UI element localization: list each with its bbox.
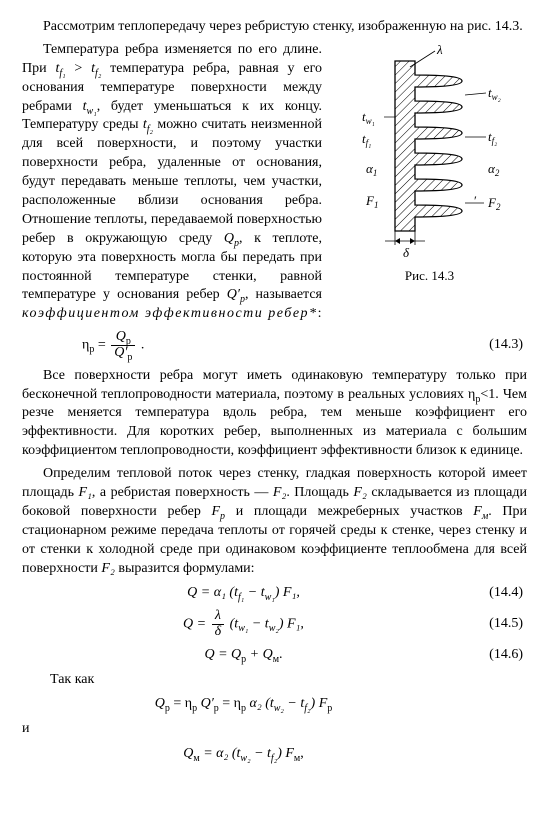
equation-14-5: Q = λ δ (tw₁ − tw₂) F₁, (14.5) bbox=[22, 609, 527, 639]
sym-F2b: F₂ bbox=[353, 485, 366, 500]
svg-text:tf₂: tf₂ bbox=[488, 129, 497, 146]
sym-Fp: Fр bbox=[211, 504, 225, 519]
text: , а ребристая поверхность — bbox=[92, 485, 273, 500]
sym-Fm: Fм bbox=[473, 504, 488, 519]
svg-text:δ: δ bbox=[403, 245, 410, 260]
paragraph-3: Все поверхности ребра могут иметь одинак… bbox=[22, 367, 527, 461]
text: Рассмотрим теплопередачу через ребристую… bbox=[43, 19, 523, 34]
eq-number: (14.5) bbox=[465, 615, 527, 634]
svg-text:α1: α1 bbox=[366, 161, 377, 178]
equation-14-6: Q = Qр + Qм. (14.6) bbox=[22, 646, 527, 665]
tak-kak: Так как bbox=[50, 671, 527, 690]
text: . Площадь bbox=[286, 485, 353, 500]
sym-tf2b: tf₂ bbox=[143, 117, 153, 132]
sym-Qpp: Q′р bbox=[227, 287, 245, 302]
equation-Qp: Qр = ηр Q′р = ηр α₂ (tw₂ − tf₂) Fр bbox=[22, 695, 527, 714]
equation-14-4: Q = α₁ (tf₁ − tw₁) F₁, (14.4) bbox=[22, 584, 527, 603]
text: можно считать неизменной для всей поверх… bbox=[22, 117, 322, 245]
term-efficiency: коэффициентом эффективности ребер* bbox=[22, 306, 318, 321]
paragraph-intro: Рассмотрим теплопередачу через ребристую… bbox=[22, 18, 527, 37]
text: , называется bbox=[245, 287, 322, 302]
sym-tf2: tf₂ bbox=[91, 61, 101, 76]
eq-number: (14.3) bbox=[465, 336, 527, 355]
sym-F2c: F₂ bbox=[101, 561, 114, 576]
equation-Qm: Qм = α₂ (tw₂ − tf₂) Fм, bbox=[22, 745, 527, 764]
svg-text:tw₁: tw₁ bbox=[362, 109, 375, 126]
figure-caption: Рис. 14.3 bbox=[332, 267, 527, 285]
sym-F1: F₁ bbox=[78, 485, 91, 500]
sym-tw1: tw₁ bbox=[83, 99, 97, 114]
equation-14-3: ηp = Qр Q′р . (14.3) bbox=[22, 330, 527, 360]
svg-text:F1: F1 bbox=[365, 193, 378, 210]
eq-number: (14.4) bbox=[465, 584, 527, 603]
text: : bbox=[318, 306, 322, 321]
eq-number: (14.6) bbox=[465, 646, 527, 665]
fraction: Qр Q′р bbox=[111, 330, 135, 360]
svg-text:λ: λ bbox=[436, 45, 443, 57]
text: выразится формулами: bbox=[115, 561, 255, 576]
svg-text:tf₁: tf₁ bbox=[362, 131, 371, 148]
text: Все поверхности ребра могут иметь одинак… bbox=[22, 368, 527, 402]
and: и bbox=[22, 720, 527, 739]
sym-Qp: Qр bbox=[224, 231, 239, 246]
fin-wall-diagram: δ λ tw₁ tf₁ α1 F1 tw₂ tf₂ α2 ′ F2 bbox=[340, 45, 520, 263]
text: и площади межреберных участков bbox=[225, 504, 473, 519]
sym-F2: F₂ bbox=[273, 485, 286, 500]
paragraph-4: Определим тепловой поток через стенку, г… bbox=[22, 465, 527, 578]
fraction: λ δ bbox=[212, 609, 225, 639]
svg-text:F2: F2 bbox=[487, 195, 501, 212]
figure-14-3: δ λ tw₁ tf₁ α1 F1 tw₂ tf₂ α2 ′ F2 Рис. 1… bbox=[332, 45, 527, 285]
svg-text:′: ′ bbox=[474, 193, 477, 208]
svg-text:tw₂: tw₂ bbox=[488, 85, 501, 102]
svg-text:α2: α2 bbox=[488, 161, 500, 178]
sym-tf1: tf₁ bbox=[55, 61, 65, 76]
